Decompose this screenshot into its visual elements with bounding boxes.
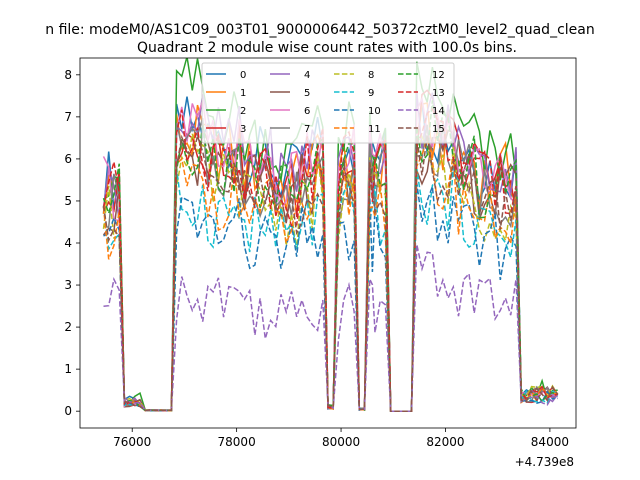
- legend-label-6: 6: [304, 106, 310, 117]
- legend-label-3: 3: [240, 124, 246, 135]
- y-tick-label: 6: [64, 152, 72, 166]
- y-tick-label: 5: [64, 194, 72, 208]
- series-line-11: [102, 136, 558, 412]
- x-offset-label: +4.739e8: [515, 455, 574, 469]
- legend-label-9: 9: [368, 88, 374, 99]
- legend-label-11: 11: [368, 124, 381, 135]
- x-tick-label: 76000: [113, 435, 151, 449]
- y-tick-label: 7: [64, 110, 72, 124]
- x-tick-label: 82000: [426, 435, 464, 449]
- legend-label-0: 0: [240, 70, 246, 81]
- x-tick-label: 80000: [322, 435, 360, 449]
- series-line-13: [102, 107, 558, 412]
- chart-title: Quadrant 2 module wise count rates with …: [137, 40, 517, 56]
- legend-box: [201, 62, 455, 144]
- legend-label-5: 5: [304, 88, 310, 99]
- y-tick-label: 8: [64, 68, 72, 82]
- y-tick-label: 2: [64, 320, 72, 334]
- series-group: [102, 58, 559, 412]
- legend-label-1: 1: [240, 88, 246, 99]
- legend-label-14: 14: [432, 106, 445, 117]
- legend-label-4: 4: [304, 70, 310, 81]
- suptitle: n file: modeM0/AS1C09_003T01_9000006442_…: [45, 22, 594, 38]
- legend-label-10: 10: [368, 106, 381, 117]
- x-tick-label: 84000: [531, 435, 569, 449]
- legend-label-15: 15: [432, 124, 445, 135]
- legend-label-13: 13: [432, 88, 445, 99]
- series-line-14: [103, 244, 559, 412]
- y-tick-label: 1: [64, 362, 72, 376]
- x-tick-label: 78000: [218, 435, 256, 449]
- y-tick-label: 3: [64, 278, 72, 292]
- legend-label-8: 8: [368, 70, 374, 81]
- legend-label-2: 2: [240, 106, 246, 117]
- y-tick-label: 4: [64, 236, 72, 250]
- series-line-9: [102, 165, 559, 412]
- y-tick-label: 0: [64, 404, 72, 418]
- series-line-15: [102, 133, 559, 412]
- legend-label-12: 12: [432, 70, 445, 81]
- legend-label-7: 7: [304, 124, 310, 135]
